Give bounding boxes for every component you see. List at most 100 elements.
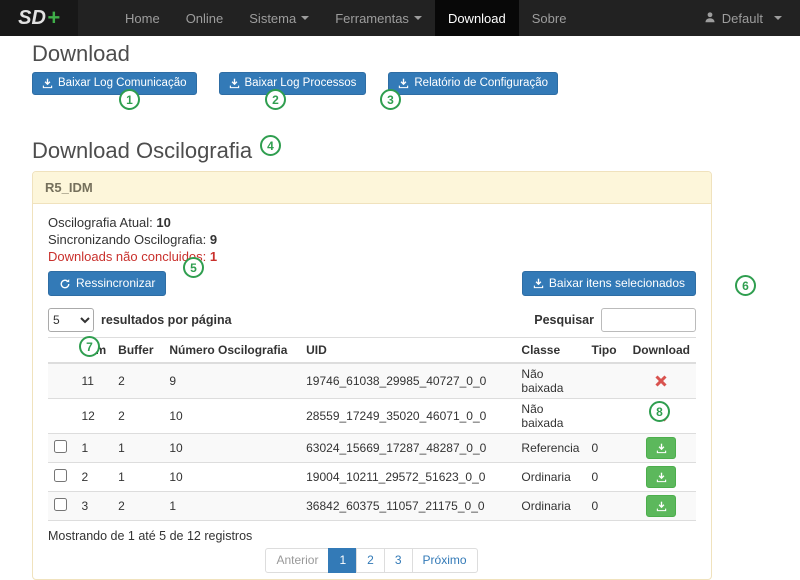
button-label: Ressincronizar	[76, 276, 156, 290]
annotation-circle-2: 2	[265, 89, 286, 110]
row-download-button[interactable]	[646, 437, 677, 459]
table-controls-row: 5 resultados por página Pesquisar	[48, 308, 696, 332]
baixar-log-processos-button[interactable]: Baixar Log Processos	[218, 72, 367, 95]
page-size-label: resultados por página	[101, 313, 232, 327]
nav-item-sistema[interactable]: Sistema	[236, 0, 322, 36]
chevron-down-icon	[301, 16, 310, 20]
checkbox-cell	[48, 462, 76, 492]
stat-sincronizando: Sincronizando Oscilografia: 9	[48, 231, 696, 248]
nav-item-download[interactable]: Download	[434, 0, 519, 36]
column-header-numero[interactable]: Número Oscilografia	[163, 337, 301, 364]
device-panel: R5_IDM Oscilografia Atual: 10 Sincroniza…	[32, 171, 712, 580]
nav-item-label: Ferramentas	[335, 10, 409, 26]
cell-download	[626, 491, 696, 521]
button-label: Relatório de Configuração	[414, 77, 548, 89]
column-header-buffer[interactable]: Buffer	[112, 337, 164, 364]
table-row: 2 1 10 19004_10211_29572_51623_0_0 Ordin…	[48, 462, 696, 492]
cell-item: 2	[75, 462, 113, 492]
baixar-log-comunicacao-button[interactable]: Baixar Log Comunicação	[32, 72, 197, 95]
column-header-tipo[interactable]: Tipo	[585, 337, 627, 364]
annotation-circle-5: 5	[183, 257, 204, 278]
pagination: Anterior 1 2 3 Próximo	[48, 548, 696, 573]
column-header-classe[interactable]: Classe	[515, 337, 586, 364]
search-input[interactable]	[601, 308, 696, 332]
page-size-select[interactable]: 5	[48, 308, 94, 332]
ressincronizar-button[interactable]: Ressincronizar	[48, 271, 167, 296]
annotation-circle-3: 3	[380, 89, 401, 110]
brand-plus-icon: +	[46, 5, 60, 30]
checkbox-cell	[48, 433, 76, 463]
row-checkbox[interactable]	[54, 469, 67, 482]
relatorio-configuracao-button[interactable]: Relatório de Configuração	[388, 72, 558, 95]
column-header-download[interactable]: Download	[626, 337, 696, 364]
cell-classe: Não baixada	[515, 362, 586, 399]
download-icon	[42, 78, 53, 89]
chevron-down-icon	[774, 16, 782, 20]
nav-item-ferramentas[interactable]: Ferramentas	[322, 0, 435, 36]
search-label: Pesquisar	[534, 313, 594, 327]
nav-item-label: Sistema	[249, 10, 297, 26]
button-label: Baixar Log Processos	[244, 77, 357, 89]
page-title: Download	[32, 41, 130, 66]
pagination-page-1[interactable]: 1	[328, 548, 358, 573]
nav-item-online[interactable]: Online	[173, 0, 237, 36]
stat-value: 1	[209, 249, 218, 264]
table-info-text: Mostrando de 1 até 5 de 12 registros	[48, 529, 253, 543]
pagination-page-2[interactable]: 2	[356, 548, 385, 573]
row-checkbox[interactable]	[54, 498, 67, 511]
row-checkbox[interactable]	[54, 440, 67, 453]
stat-nao-concluidos: Downloads não concluidos: 1	[48, 248, 696, 265]
checkbox-column-header[interactable]	[48, 337, 76, 364]
page-content: Download Baixar Log Comunicação Baixar L…	[0, 42, 800, 580]
download-icon	[656, 501, 666, 511]
download-icon	[656, 472, 666, 482]
stat-value: 9	[209, 232, 218, 247]
cell-buffer: 2	[112, 491, 164, 521]
panel-header: R5_IDM	[33, 172, 711, 204]
cell-download	[626, 462, 696, 492]
log-buttons-row: Baixar Log Comunicação Baixar Log Proces…	[32, 72, 800, 95]
annotation-circle-6: 6	[735, 275, 756, 296]
nav-item-label: Sobre	[531, 10, 567, 26]
user-name: Default	[721, 10, 763, 26]
download-icon	[399, 78, 409, 89]
pagination-prev-button[interactable]: Anterior	[265, 548, 330, 573]
annotation-circle-4: 4	[260, 135, 281, 156]
panel-body: Oscilografia Atual: 10 Sincronizando Osc…	[33, 204, 711, 579]
user-icon	[704, 11, 716, 26]
nav-item-sobre[interactable]: Sobre	[519, 0, 580, 36]
stat-label: Downloads não concluidos:	[48, 249, 207, 264]
pagination-next-button[interactable]: Próximo	[411, 548, 478, 573]
chevron-down-icon	[413, 16, 422, 20]
table-row: 3 2 1 36842_60375_11057_21175_0_0 Ordina…	[48, 491, 696, 521]
refresh-icon	[60, 278, 70, 288]
cell-tipo	[585, 362, 627, 399]
cell-classe: Referencia	[515, 433, 586, 463]
nav-menu: Home Online Sistema Ferramentas Download…	[112, 0, 579, 36]
checkbox-cell	[48, 362, 76, 399]
row-download-button[interactable]	[646, 466, 677, 488]
cell-uid: 28559_17249_35020_46071_0_0	[300, 398, 516, 434]
nav-item-label: Online	[185, 10, 224, 26]
row-download-button[interactable]	[646, 495, 677, 517]
cell-numero: 1	[163, 491, 301, 521]
brand-logo[interactable]: SD +	[0, 0, 78, 36]
cell-item: 3	[75, 491, 113, 521]
pagination-page-3[interactable]: 3	[383, 548, 413, 573]
oscilografia-table: Item Buffer Número Oscilografia UID Clas…	[48, 337, 696, 521]
download-icon	[533, 278, 544, 289]
cell-classe: Ordinaria	[515, 491, 586, 521]
nav-item-home[interactable]: Home	[112, 0, 173, 36]
user-menu[interactable]: Default	[686, 0, 800, 36]
nav-item-label: Home	[125, 10, 160, 26]
cell-item: 1	[75, 433, 113, 463]
cell-buffer: 2	[112, 398, 164, 434]
table-row: 11 2 9 19746_61038_29985_40727_0_0 Não b…	[48, 362, 696, 399]
table-row: 1 1 10 63024_15669_17287_48287_0_0 Refer…	[48, 433, 696, 463]
cell-download	[626, 433, 696, 463]
baixar-itens-selecionados-button[interactable]: Baixar itens selecionados	[521, 271, 696, 296]
column-header-uid[interactable]: UID	[300, 337, 516, 364]
checkbox-cell	[48, 398, 76, 434]
nav-item-label: Download	[447, 10, 506, 26]
cell-tipo: 0	[585, 462, 627, 492]
